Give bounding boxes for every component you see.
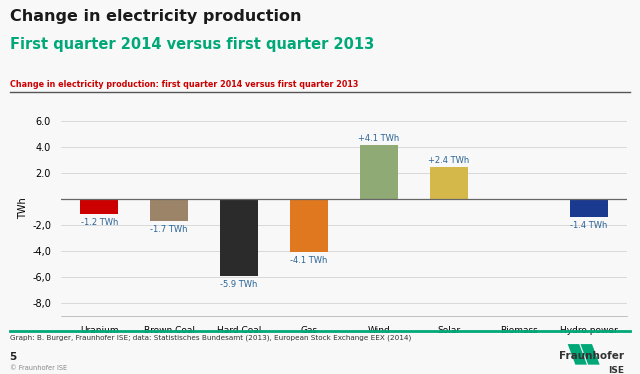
Text: Fraunhofer: Fraunhofer [559,351,624,361]
Text: First quarter 2014 versus first quarter 2013: First quarter 2014 versus first quarter … [10,37,374,52]
Text: -5.9 TWh: -5.9 TWh [220,279,258,288]
Text: Change in electricity production: first quarter 2014 versus first quarter 2013: Change in electricity production: first … [10,80,358,89]
Y-axis label: TWh: TWh [18,197,28,220]
Text: -1.4 TWh: -1.4 TWh [570,221,607,230]
Bar [570,199,608,217]
Bar [360,145,398,199]
Text: +2.4 TWh: +2.4 TWh [428,156,470,165]
Bar [150,199,188,221]
Text: -4.1 TWh: -4.1 TWh [291,256,328,265]
Bar [220,199,259,276]
Text: 5: 5 [10,352,17,362]
Text: +4.1 TWh: +4.1 TWh [358,134,399,143]
Text: Graph: B. Burger, Fraunhofer ISE; data: Statistisches Bundesamt (2013), European: Graph: B. Burger, Fraunhofer ISE; data: … [10,335,411,341]
Text: Change in electricity production: Change in electricity production [10,9,301,24]
Text: -1.7 TWh: -1.7 TWh [150,225,188,234]
Text: ISE: ISE [608,366,624,374]
Bar [80,199,118,214]
Text: -1.2 TWh: -1.2 TWh [81,218,118,227]
Bar [290,199,328,252]
Text: © Fraunhofer ISE: © Fraunhofer ISE [10,365,67,371]
Bar [429,168,468,199]
